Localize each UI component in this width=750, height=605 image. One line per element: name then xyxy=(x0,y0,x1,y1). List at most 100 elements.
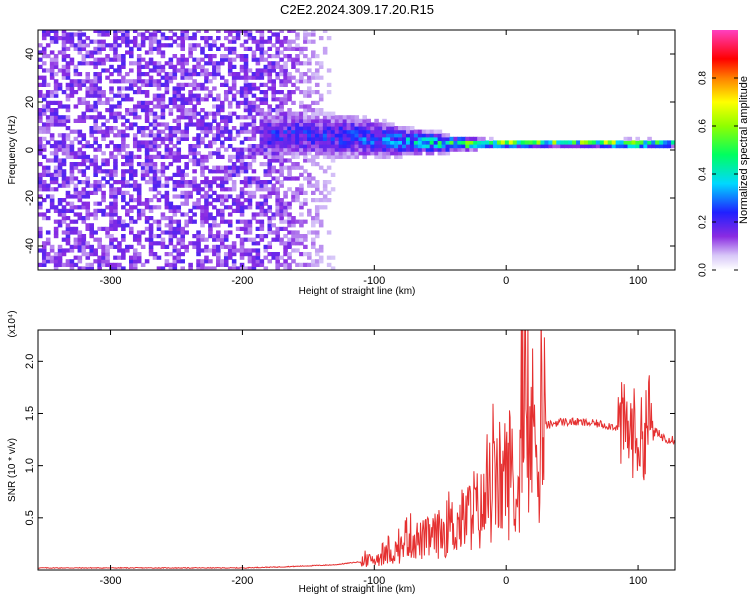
spectrogram-cell xyxy=(188,72,193,77)
spectrogram-cell xyxy=(247,122,253,127)
spectrogram-cell xyxy=(263,212,269,217)
spectrogram-cell xyxy=(160,230,166,235)
spectrogram-cell xyxy=(117,111,122,116)
spectrogram-cell xyxy=(409,144,415,149)
spectrogram-cell xyxy=(267,223,273,228)
spectrogram-cell xyxy=(283,111,288,116)
spectrogram-cell xyxy=(223,79,229,84)
spectrogram-cell xyxy=(394,154,399,159)
spectrogram-cell xyxy=(125,158,130,163)
spectrogram-cell xyxy=(69,129,75,134)
spectrogram-cell xyxy=(279,241,284,246)
spectrogram-cell xyxy=(287,212,292,217)
spectrogram-cell xyxy=(196,72,201,77)
spectrogram-cell xyxy=(378,126,383,131)
spectrogram-cell xyxy=(121,93,126,98)
spectrogram-cell xyxy=(140,176,146,181)
spectrogram-cell xyxy=(73,205,79,210)
spectrogram-cell xyxy=(164,151,170,156)
spectrogram-cell xyxy=(279,111,284,116)
spectrogram-cell xyxy=(243,154,249,159)
spectrogram-cell xyxy=(192,244,197,249)
spectrogram-cell xyxy=(291,61,296,66)
spectrogram-cell xyxy=(330,147,336,152)
spectrogram-cell xyxy=(180,169,185,174)
spectrogram-cell xyxy=(251,266,257,270)
spectrogram-cell xyxy=(132,234,138,239)
spectrogram-cell xyxy=(117,144,122,149)
spectrogram-cell xyxy=(275,136,280,141)
spectrogram-cell xyxy=(188,75,193,80)
spectrogram-cell xyxy=(97,147,102,152)
spectrogram-cell xyxy=(255,144,261,149)
spectrogram-cell xyxy=(188,68,193,73)
spectrogram-cell xyxy=(200,122,205,127)
spectrogram-cell xyxy=(129,158,134,163)
spectrogram-cell xyxy=(334,133,340,138)
spectrogram-cell xyxy=(53,61,59,66)
spectrogram-cell xyxy=(271,212,276,217)
spectrogram-cell xyxy=(49,136,55,141)
spectrogram-cell xyxy=(184,68,189,73)
spectrogram-cell xyxy=(113,205,118,210)
spectrogram-cell xyxy=(311,259,316,264)
spectrogram-cell xyxy=(382,118,387,123)
spectrogram-cell xyxy=(223,36,229,41)
spectrogram-cell xyxy=(437,147,443,152)
spectrogram-cell xyxy=(109,194,114,199)
spectrogram-cell xyxy=(259,108,265,113)
spectrogram-cell xyxy=(204,126,209,131)
spectrogram-cell xyxy=(307,147,312,152)
spectrogram-cell xyxy=(350,154,356,159)
spectrogram-cell xyxy=(469,140,474,145)
spectrogram-cell xyxy=(220,212,225,217)
spectrogram-cell xyxy=(38,172,43,177)
spectrogram-cell xyxy=(136,212,142,217)
spectrogram-cell xyxy=(299,237,304,242)
spectrogram-cell xyxy=(113,201,118,206)
spectrogram-cell xyxy=(176,223,182,228)
spectrogram-cell xyxy=(121,234,126,239)
spectrogram-cell xyxy=(196,86,201,91)
spectrogram-cell xyxy=(132,262,138,267)
spectrogram-cell xyxy=(184,97,189,102)
spectrogram-cell xyxy=(45,158,51,163)
spectrogram-cell xyxy=(65,259,71,264)
spectrogram-cell xyxy=(223,118,229,123)
spectrogram-cell xyxy=(61,219,67,224)
spectrogram-cell xyxy=(346,144,352,149)
spectrogram-cell xyxy=(611,140,617,145)
spectrogram-cell xyxy=(318,248,324,253)
spectrogram-cell xyxy=(287,241,292,246)
spectrogram-cell xyxy=(346,151,352,156)
spectrogram-cell xyxy=(45,90,51,95)
spectrogram-cell xyxy=(235,194,241,199)
spectrogram-cell xyxy=(105,248,110,253)
spectrogram-cell xyxy=(152,234,158,239)
spectrogram-cell xyxy=(204,133,209,138)
spectrogram-cell xyxy=(38,50,43,55)
spectrogram-cell xyxy=(291,115,296,120)
spectrogram-cell xyxy=(263,136,269,141)
spectrogram-cell xyxy=(409,151,415,156)
spectrogram-cell xyxy=(220,234,225,239)
spectrogram-cell xyxy=(235,205,241,210)
spectrogram-cell xyxy=(330,111,336,116)
spectrogram-cell xyxy=(271,144,276,149)
spectrogram-cell xyxy=(220,169,225,174)
spectrogram-cell xyxy=(239,75,245,80)
spectrogram-cell xyxy=(227,86,233,91)
spectrogram-cell xyxy=(65,230,71,235)
spectrogram-cell xyxy=(243,252,249,257)
spectrogram-cell xyxy=(231,64,237,69)
spectrogram-cell xyxy=(172,194,178,199)
spectrogram-cell xyxy=(61,162,67,167)
spectrogram-cell xyxy=(259,226,265,231)
spectrogram-cell xyxy=(129,126,134,131)
spectrogram-cell xyxy=(255,75,261,80)
spectrogram-cell xyxy=(89,90,94,95)
spectrogram-cell xyxy=(283,241,288,246)
spectrogram-cell xyxy=(318,61,324,66)
spectrogram-cell xyxy=(235,169,241,174)
spectrogram-cell xyxy=(311,144,316,149)
